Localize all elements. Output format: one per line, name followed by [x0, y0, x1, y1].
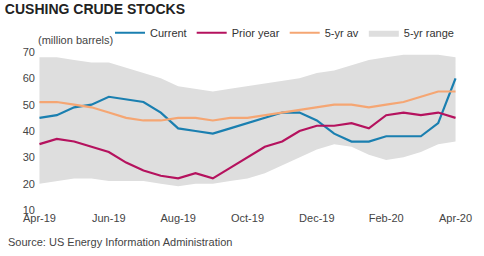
svg-text:Current: Current [150, 27, 187, 39]
svg-text:Feb-20: Feb-20 [369, 212, 404, 224]
svg-text:CUSHING CRUDE STOCKS: CUSHING CRUDE STOCKS [5, 1, 185, 17]
svg-text:70: 70 [23, 46, 35, 58]
svg-text:Oct-19: Oct-19 [231, 212, 264, 224]
svg-text:Source: US Energy Information: Source: US Energy Information Administra… [8, 236, 232, 248]
svg-text:60: 60 [23, 72, 35, 84]
svg-text:50: 50 [23, 99, 35, 111]
svg-text:30: 30 [23, 151, 35, 163]
svg-text:5-yr av: 5-yr av [325, 27, 359, 39]
svg-text:Jun-19: Jun-19 [92, 212, 126, 224]
svg-text:5-yr range: 5-yr range [404, 27, 454, 39]
svg-text:Dec-19: Dec-19 [299, 212, 334, 224]
svg-text:Aug-19: Aug-19 [160, 212, 195, 224]
svg-text:Prior year: Prior year [232, 27, 280, 39]
svg-text:10: 10 [23, 204, 35, 216]
svg-text:20: 20 [23, 178, 35, 190]
svg-text:Apr-20: Apr-20 [439, 212, 472, 224]
svg-text:Apr-19: Apr-19 [23, 212, 56, 224]
svg-text:(million barrels): (million barrels) [38, 34, 113, 46]
svg-text:40: 40 [23, 125, 35, 137]
